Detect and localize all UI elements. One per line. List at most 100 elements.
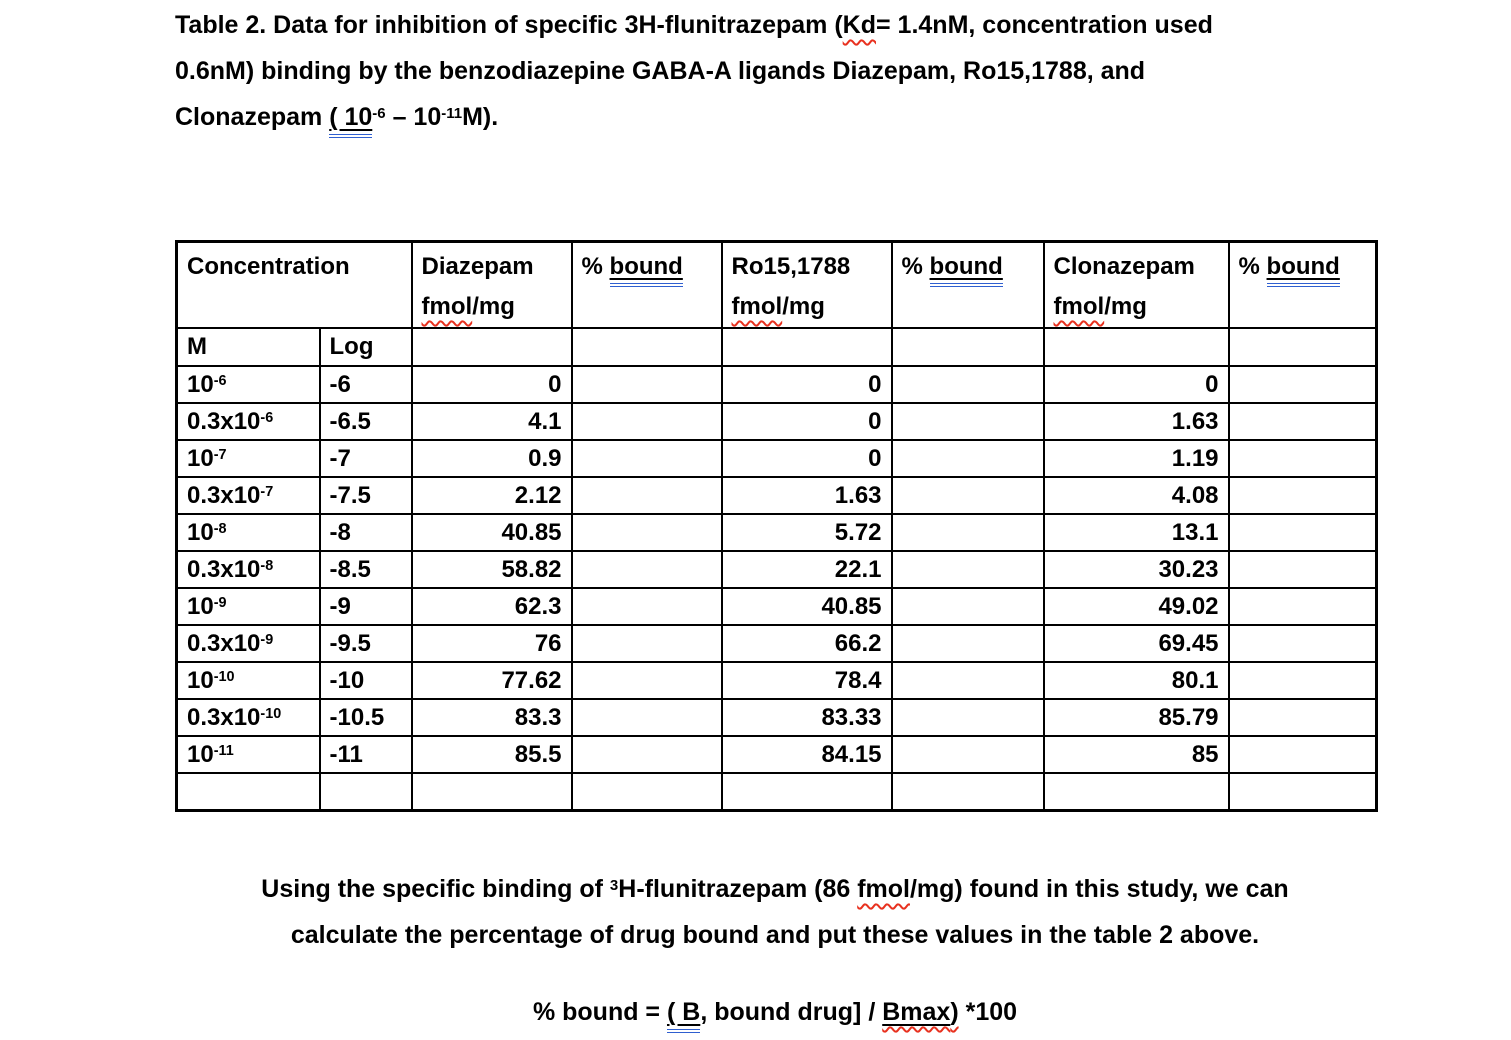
cell-clonazepam-pct-bound <box>1227 624 1378 663</box>
cell-diazepam-pct-bound <box>570 735 723 774</box>
cell-concentration-m: 0.3x10-6 <box>175 402 321 441</box>
table-row: 10-7 -7 0.9 0 1.19 <box>175 439 1378 478</box>
cell-ro15-fmol: 1.63 <box>720 476 893 515</box>
cell-clonazepam-pct-bound <box>1227 365 1378 404</box>
cell-clonazepam-pct-bound <box>1227 698 1378 737</box>
cell-clonazepam-fmol: 0 <box>1042 365 1230 404</box>
col-header-ro15-unit: fmol/mg <box>731 293 825 320</box>
table-row: 0.3x10-10 -10.5 83.3 83.33 85.79 <box>175 698 1378 737</box>
col-header-ro15-name: Ro15,1788 <box>731 253 851 280</box>
cell-diazepam-fmol: 83.3 <box>410 698 573 737</box>
col-subheader-log: Log <box>318 327 413 367</box>
cell-log: -6.5 <box>318 402 413 441</box>
table-row: 10-11 -11 85.5 84.15 85 <box>175 735 1378 774</box>
cell-ro15-pct-bound <box>890 772 1045 811</box>
cell-concentration-m: 0.3x10-9 <box>175 624 321 663</box>
col-header-clonazepam: Clonazepam fmol/mg <box>1042 240 1230 329</box>
col-header-concentration: Concentration <box>175 240 413 329</box>
cell-concentration-m: 0.3x10-10 <box>175 698 321 737</box>
cell-diazepam-fmol: 85.5 <box>410 735 573 774</box>
cell-log: -9 <box>318 587 413 626</box>
cell-concentration-m: 10-9 <box>175 587 321 626</box>
cell-log: -11 <box>318 735 413 774</box>
cell-ro15-fmol: 0 <box>720 402 893 441</box>
table-row: 0.3x10-7 -7.5 2.12 1.63 4.08 <box>175 476 1378 515</box>
cell-diazepam-pct-bound <box>570 550 723 589</box>
cell-clonazepam-fmol <box>1042 772 1230 811</box>
cell-diazepam-fmol: 4.1 <box>410 402 573 441</box>
cell-ro15-pct-bound <box>890 476 1045 515</box>
data-table: Concentration Diazepam fmol/mg % bound R… <box>175 240 1379 812</box>
cell-ro15-fmol: 78.4 <box>720 661 893 700</box>
cell-ro15-fmol: 83.33 <box>720 698 893 737</box>
col-header-diazepam-unit: fmol/mg <box>421 293 515 320</box>
table-row: 0.3x10-6 -6.5 4.1 0 1.63 <box>175 402 1378 441</box>
pct-bound-formula: % bound = ( B, bound drug] / Bmax) *100 <box>155 992 1395 1033</box>
col-subheader-blank <box>410 327 573 367</box>
cell-clonazepam-fmol: 1.63 <box>1042 402 1230 441</box>
header-row-sub: M Log <box>175 327 1378 367</box>
cell-ro15-fmol: 5.72 <box>720 513 893 552</box>
table-row: 0.3x10-9 -9.5 76 66.2 69.45 <box>175 624 1378 663</box>
cell-ro15-pct-bound <box>890 402 1045 441</box>
cell-clonazepam-fmol: 1.19 <box>1042 439 1230 478</box>
cell-clonazepam-fmol: 4.08 <box>1042 476 1230 515</box>
table-row: 10-8 -8 40.85 5.72 13.1 <box>175 513 1378 552</box>
cell-diazepam-pct-bound <box>570 698 723 737</box>
cell-concentration-m: 10-6 <box>175 365 321 404</box>
col-header-diazepam: Diazepam fmol/mg <box>410 240 573 329</box>
cell-diazepam-fmol: 0.9 <box>410 439 573 478</box>
cell-clonazepam-pct-bound <box>1227 735 1378 774</box>
cell-diazepam-fmol: 2.12 <box>410 476 573 515</box>
table-row: 0.3x10-8 -8.5 58.82 22.1 30.23 <box>175 550 1378 589</box>
cell-ro15-pct-bound <box>890 513 1045 552</box>
table-body: 10-6 -6 0 0 0 0.3x10-6 -6.5 4.1 0 1.63 1… <box>175 365 1378 811</box>
cell-log: -8 <box>318 513 413 552</box>
cell-log: -6 <box>318 365 413 404</box>
table-row: 10-9 -9 62.3 40.85 49.02 <box>175 587 1378 626</box>
cell-clonazepam-pct-bound <box>1227 513 1378 552</box>
table-row-empty <box>175 772 1378 811</box>
cell-clonazepam-fmol: 49.02 <box>1042 587 1230 626</box>
cell-diazepam-fmol: 40.85 <box>410 513 573 552</box>
cell-diazepam-pct-bound <box>570 587 723 626</box>
cell-ro15-fmol: 0 <box>720 439 893 478</box>
cell-diazepam-pct-bound <box>570 439 723 478</box>
cell-diazepam-fmol: 0 <box>410 365 573 404</box>
cell-diazepam-fmol: 58.82 <box>410 550 573 589</box>
cell-ro15-pct-bound <box>890 587 1045 626</box>
col-subheader-blank <box>720 327 893 367</box>
cell-diazepam-pct-bound <box>570 624 723 663</box>
note-paragraph: Using the specific binding of 3H-flunitr… <box>261 875 1289 949</box>
cell-concentration-m: 10-10 <box>175 661 321 700</box>
cell-clonazepam-fmol: 80.1 <box>1042 661 1230 700</box>
col-header-pct-bound-diazepam: % bound <box>570 240 723 329</box>
cell-log: -10.5 <box>318 698 413 737</box>
cell-clonazepam-fmol: 69.45 <box>1042 624 1230 663</box>
cell-ro15-fmol: 66.2 <box>720 624 893 663</box>
cell-clonazepam-pct-bound <box>1227 587 1378 626</box>
cell-diazepam-pct-bound <box>570 772 723 811</box>
col-header-clonazepam-unit: fmol/mg <box>1053 293 1147 320</box>
cell-clonazepam-pct-bound <box>1227 402 1378 441</box>
table-row: 10-6 -6 0 0 0 <box>175 365 1378 404</box>
cell-ro15-pct-bound <box>890 439 1045 478</box>
cell-ro15-fmol <box>720 772 893 811</box>
cell-ro15-pct-bound <box>890 550 1045 589</box>
cell-concentration-m: 0.3x10-8 <box>175 550 321 589</box>
cell-log: -8.5 <box>318 550 413 589</box>
cell-clonazepam-fmol: 85.79 <box>1042 698 1230 737</box>
cell-diazepam-pct-bound <box>570 513 723 552</box>
cell-diazepam-fmol: 77.62 <box>410 661 573 700</box>
cell-clonazepam-pct-bound <box>1227 550 1378 589</box>
cell-log: -10 <box>318 661 413 700</box>
table-header: Concentration Diazepam fmol/mg % bound R… <box>175 240 1378 367</box>
cell-diazepam-fmol: 76 <box>410 624 573 663</box>
cell-ro15-fmol: 22.1 <box>720 550 893 589</box>
cell-ro15-pct-bound <box>890 735 1045 774</box>
col-subheader-blank <box>890 327 1045 367</box>
cell-ro15-pct-bound <box>890 698 1045 737</box>
cell-clonazepam-pct-bound <box>1227 476 1378 515</box>
cell-ro15-fmol: 84.15 <box>720 735 893 774</box>
cell-log: -9.5 <box>318 624 413 663</box>
